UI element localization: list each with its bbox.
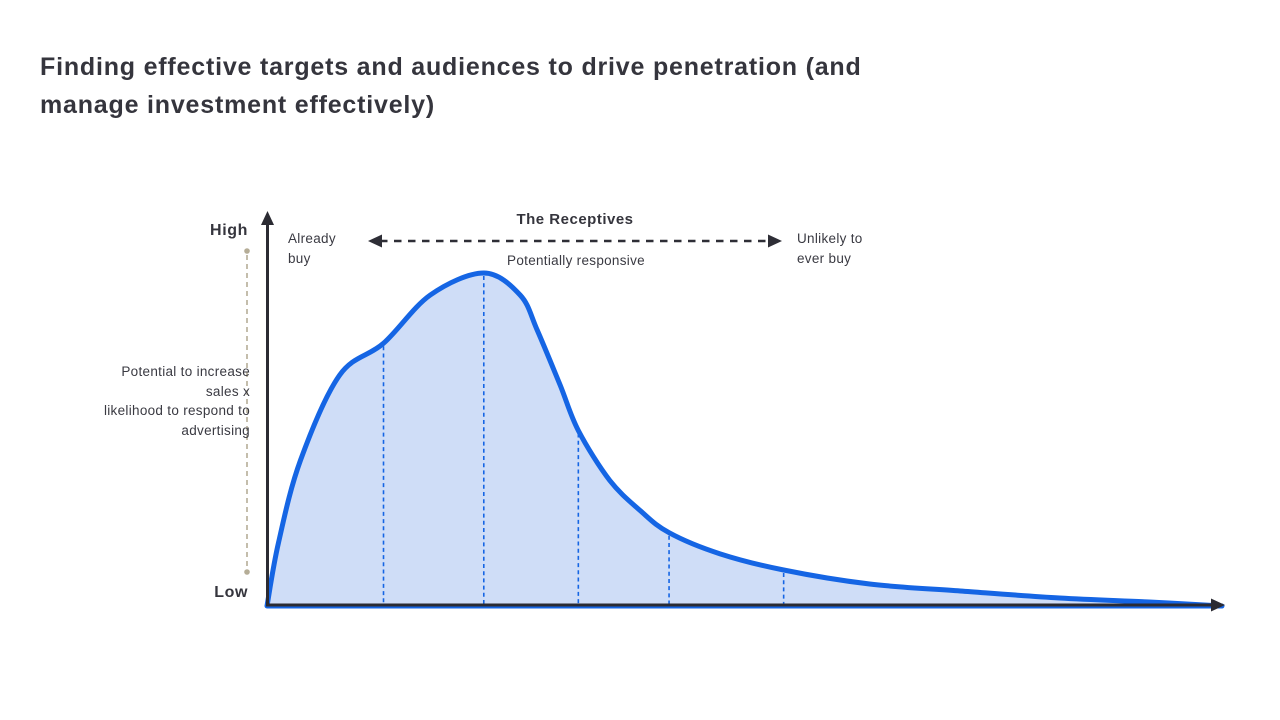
y-axis-high-label: High: [210, 222, 248, 239]
receptives-range-arrow: [368, 234, 782, 248]
response-curve-area: [264, 270, 1225, 609]
y-axis-arrowhead-icon: [261, 211, 274, 225]
x-axis-arrowhead-icon: [1211, 598, 1225, 612]
potentially-responsive-annotation: Potentially responsive: [507, 253, 645, 268]
y-axis-low-label: Low: [214, 584, 248, 601]
high-low-guide-line: [244, 248, 250, 575]
guide-bottom-dot: [244, 569, 250, 575]
page-title: Finding effective targets and audiences …: [40, 53, 862, 119]
x-axis: [266, 598, 1225, 612]
y-axis: [261, 211, 274, 607]
unlikely-to-buy-annotation: Unlikely to ever buy: [797, 231, 863, 266]
y-axis-title: Potential to increase sales x likelihood…: [103, 364, 250, 438]
guide-top-dot: [244, 248, 250, 254]
range-arrow-right-arrowhead-icon: [768, 234, 782, 248]
already-buy-annotation: Already buy: [288, 231, 336, 266]
segment-divider-lines: [382, 276, 785, 604]
range-arrow-left-arrowhead-icon: [368, 234, 382, 248]
receptives-annotation-title: The Receptives: [516, 211, 634, 228]
